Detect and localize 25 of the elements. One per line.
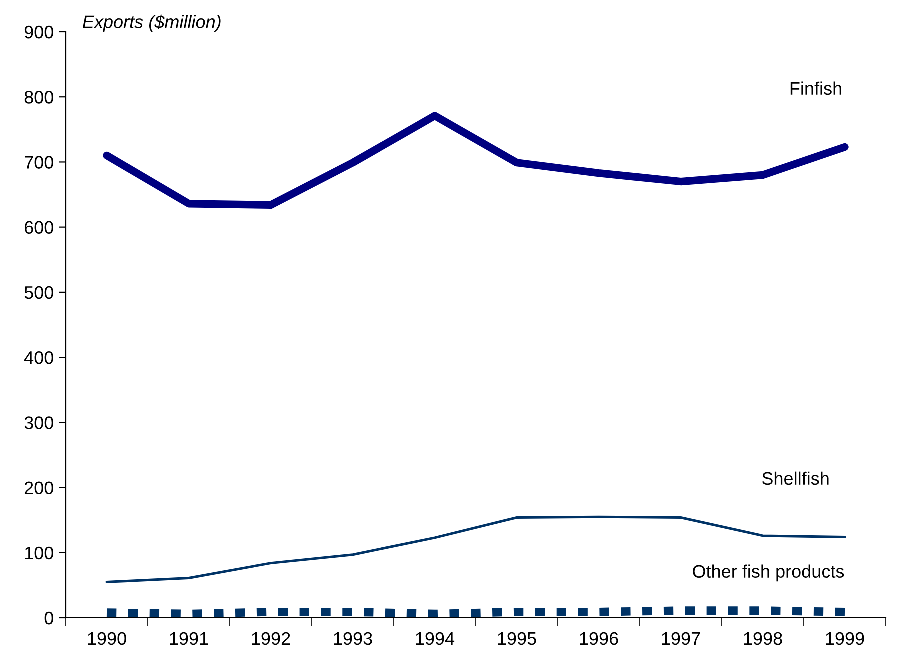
y-tick-label: 600 [24, 221, 54, 234]
x-tick-label: 1994 [416, 632, 455, 646]
x-tick-label: 1996 [580, 632, 618, 646]
x-tick-label: 1993 [334, 632, 372, 646]
text: Shellfish [762, 472, 829, 486]
x-tick-label: 1992 [252, 632, 290, 646]
line-series [106, 516, 846, 584]
text: Finfish [790, 82, 842, 96]
x-tick-label: 1998 [744, 632, 782, 646]
y-tick-label: 200 [24, 482, 54, 494]
y-axis-title: Exports ($million) [82, 14, 221, 32]
y-tick-label: 900 [24, 26, 54, 39]
x-tick-label: 1999 [826, 632, 864, 646]
y-tick-label: 100 [25, 546, 54, 560]
y-tick-label: 400 [24, 351, 54, 364]
y-tick-label: 800 [24, 91, 54, 104]
y-tick-label: 0 [44, 612, 54, 625]
y-tick-label: 500 [24, 286, 54, 300]
x-tick-label: 1991 [170, 632, 208, 646]
x-tick-label: 1990 [88, 632, 126, 646]
x-tick-label: 1995 [498, 632, 536, 646]
y-tick-label: 700 [25, 156, 54, 169]
x-tick-label: 1997 [662, 632, 700, 646]
y-tick-label: 300 [24, 416, 54, 430]
series-label: Other fish products [693, 564, 844, 582]
